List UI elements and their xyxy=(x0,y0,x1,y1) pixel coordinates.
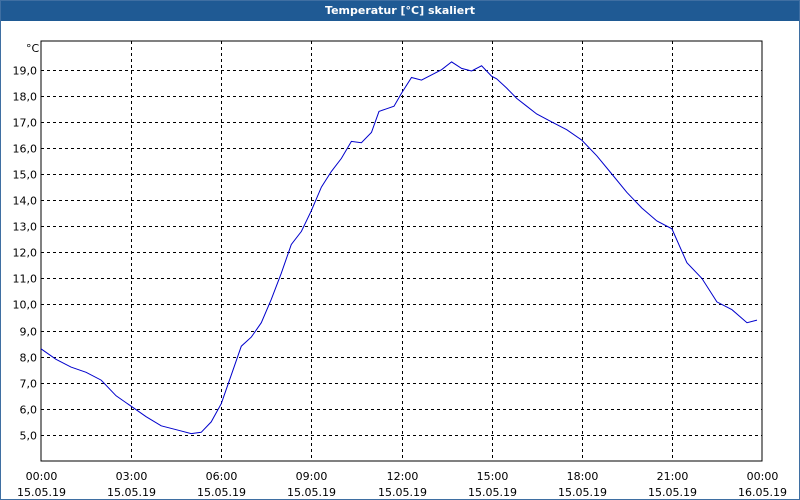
y-tick-label: 6,0 xyxy=(20,404,38,417)
x-tick-date-label: 15.05.19 xyxy=(17,486,66,499)
x-tick-time-label: 00:00 xyxy=(747,470,779,483)
y-unit-label: °C xyxy=(26,42,40,55)
x-tick-date-label: 15.05.19 xyxy=(558,486,607,499)
x-tick-date-label: 15.05.19 xyxy=(648,486,697,499)
y-tick-label: 8,0 xyxy=(20,352,38,365)
x-tick-date-label: 15.05.19 xyxy=(197,486,246,499)
x-tick-time-label: 03:00 xyxy=(116,470,148,483)
y-tick-label: 11,0 xyxy=(13,273,38,286)
y-tick-label: 5,0 xyxy=(20,430,38,443)
y-tick-label: 17,0 xyxy=(13,117,38,130)
y-tick-label: 13,0 xyxy=(13,221,38,234)
x-tick-time-label: 12:00 xyxy=(387,470,419,483)
x-tick-date-label: 15.05.19 xyxy=(468,486,517,499)
y-tick-label: 15,0 xyxy=(13,169,38,182)
x-tick-time-label: 00:00 xyxy=(26,470,58,483)
x-tick-date-label: 15.05.19 xyxy=(378,486,427,499)
x-tick-time-label: 18:00 xyxy=(567,470,599,483)
y-tick-label: 14,0 xyxy=(13,195,38,208)
y-tick-label: 7,0 xyxy=(20,378,38,391)
plot-area xyxy=(40,40,763,462)
x-tick-date-label: 15.05.19 xyxy=(107,486,156,499)
x-tick-time-label: 21:00 xyxy=(657,470,689,483)
y-tick-label: 19,0 xyxy=(13,65,38,78)
y-tick-label: 12,0 xyxy=(13,247,38,260)
temperature-line xyxy=(40,61,758,435)
x-tick-time-label: 06:00 xyxy=(206,470,238,483)
y-tick-label: 9,0 xyxy=(20,326,38,339)
x-tick-date-label: 16.05.19 xyxy=(738,486,787,499)
window-title: Temperatur [°C] skaliert xyxy=(1,1,799,21)
x-tick-date-label: 15.05.19 xyxy=(287,486,336,499)
y-tick-label: 18,0 xyxy=(13,91,38,104)
y-tick-label: 16,0 xyxy=(13,143,38,156)
x-tick-time-label: 09:00 xyxy=(296,470,328,483)
x-tick-time-label: 15:00 xyxy=(477,470,509,483)
y-tick-label: 10,0 xyxy=(13,299,38,312)
